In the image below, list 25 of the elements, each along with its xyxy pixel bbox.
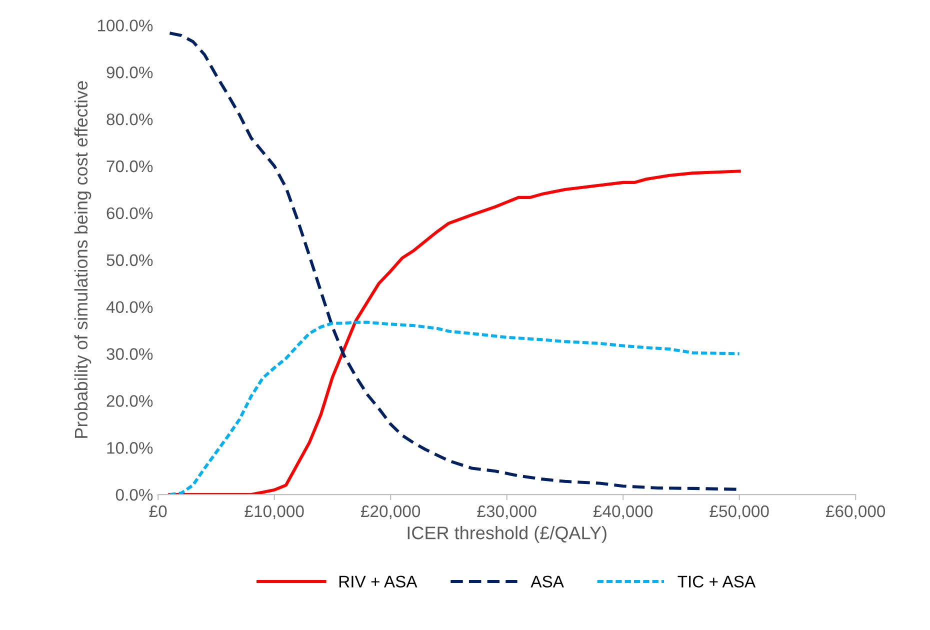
legend-label: TIC + ASA	[678, 576, 756, 588]
legend-label: RIV + ASA	[339, 576, 418, 588]
x-tick-label: £20,000	[360, 505, 420, 520]
y-tick-label: 30.0%	[106, 348, 153, 360]
x-tick-label: £60,000	[826, 505, 886, 520]
y-tick-label: 80.0%	[106, 113, 153, 126]
x-tick-label: £10,000	[244, 505, 304, 520]
y-axis-title: Probability of simulations being cost effective	[74, 81, 92, 438]
x-axis-title: ICER threshold (£/QALY)	[408, 526, 606, 543]
y-tick-label: 10.0%	[107, 442, 153, 454]
y-tick-label: 0.0%	[116, 488, 153, 501]
y-tick-label: 40.0%	[106, 301, 153, 314]
y-tick-label: 90.0%	[106, 66, 153, 78]
y-tick-label: 50.0%	[106, 254, 153, 266]
y-tick-label: 20.0%	[106, 395, 153, 407]
x-tick-label: £30,000	[477, 505, 536, 520]
x-tick-label: £50,000	[710, 505, 769, 520]
line-series	[168, 320, 741, 495]
x-tick-label: £40,000	[593, 505, 653, 520]
y-tick-label: 70.0%	[106, 160, 153, 172]
x-tick-label: £0	[149, 505, 167, 518]
y-tick-label: 60.0%	[106, 207, 153, 220]
y-tick-label: 100.0%	[98, 20, 153, 32]
line-series	[168, 170, 741, 495]
legend-label: ASA	[530, 576, 564, 588]
